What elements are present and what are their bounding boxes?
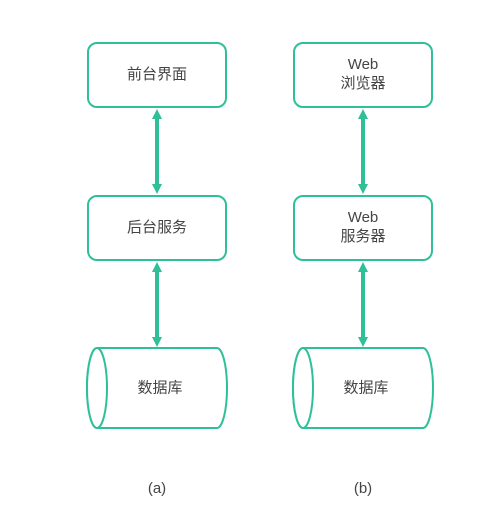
node-b-top: Web 浏览器: [293, 42, 433, 108]
node-label: 数据库: [343, 380, 388, 397]
node-b-middle: Web 服务器: [293, 195, 433, 261]
node-label: Web 浏览器: [340, 56, 385, 94]
node-a-bottom: 数据库: [87, 348, 227, 428]
caption-a: (a): [117, 480, 197, 497]
node-a-top: 前台界面: [87, 42, 227, 108]
diagram-canvas: 前台界面后台服务 Web 浏览器 Web 服务器数据库 数据库 (a) (b): [0, 0, 500, 521]
node-b-bottom: 数据库: [293, 348, 433, 428]
node-label: 数据库: [137, 380, 182, 397]
node-label: 前台界面: [127, 66, 187, 85]
node-label: 后台服务: [127, 219, 187, 238]
caption-b: (b): [323, 480, 403, 497]
node-label: Web 服务器: [340, 209, 385, 247]
node-a-middle: 后台服务: [87, 195, 227, 261]
